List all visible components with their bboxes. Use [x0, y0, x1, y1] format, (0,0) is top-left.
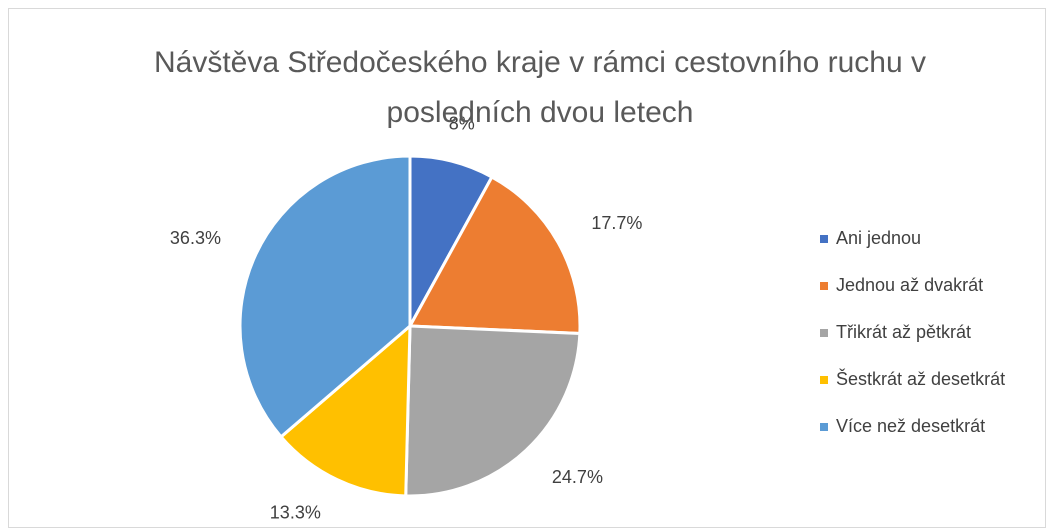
- legend-swatch: [820, 282, 828, 290]
- data-label: 24.7%: [552, 467, 603, 487]
- legend-label: Třikrát až pětkrát: [836, 322, 971, 342]
- chart-title: Návštěva Středočeského kraje v rámci ces…: [153, 46, 927, 129]
- legend-swatch: [820, 329, 828, 337]
- legend-swatch: [820, 423, 828, 431]
- legend-label: Více než desetkrát: [836, 416, 985, 436]
- legend-label: Jednou až dvakrát: [836, 275, 983, 295]
- legend-swatch: [820, 235, 828, 243]
- pie-slice: [278, 322, 412, 498]
- legend-label: Šestkrát až desetkrát: [836, 368, 1005, 389]
- data-label: 8%: [449, 113, 475, 133]
- data-label: 36.3%: [170, 228, 221, 248]
- data-label: 13.3%: [270, 503, 321, 520]
- data-label: 17.7%: [591, 213, 642, 233]
- legend-label: Ani jednou: [836, 228, 921, 248]
- pie-slice: [404, 324, 582, 498]
- pie-slice: [238, 154, 412, 439]
- legend-swatch: [820, 376, 828, 384]
- pie-slice: [407, 174, 582, 336]
